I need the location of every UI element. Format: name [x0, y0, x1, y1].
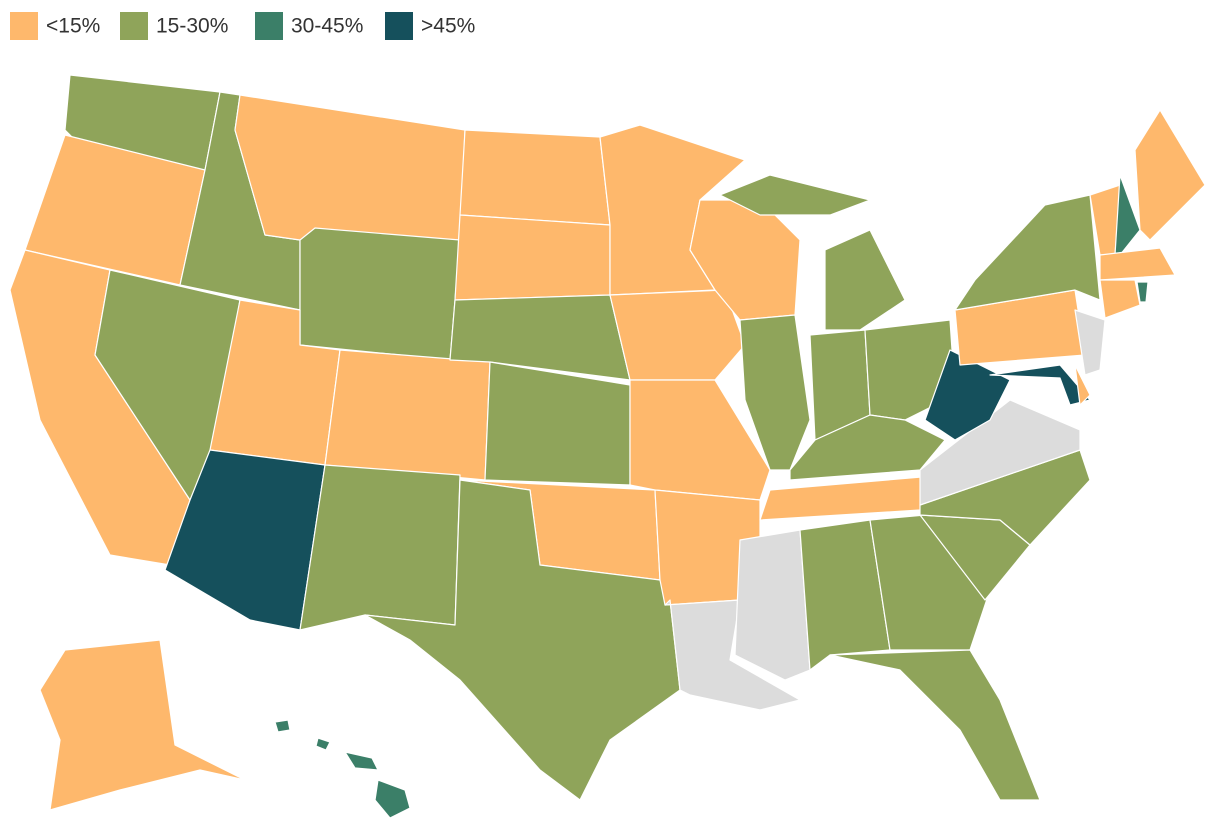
- state: [454, 214, 611, 301]
- state: [789, 414, 946, 481]
- state: [1099, 247, 1176, 281]
- legend-swatch: [385, 12, 413, 40]
- state: [954, 194, 1101, 311]
- states: [9, 74, 1206, 819]
- legend-swatch: [120, 12, 148, 40]
- legend: <15% 15-30% 30-45% >45%: [10, 12, 475, 40]
- state: [344, 751, 379, 771]
- state: [299, 464, 461, 631]
- state: [609, 289, 746, 381]
- legend-label: 30-45%: [291, 15, 363, 38]
- state: [1114, 174, 1141, 256]
- state: [759, 474, 946, 521]
- state: [719, 174, 871, 216]
- state: [274, 719, 291, 733]
- state: [1074, 364, 1091, 406]
- state: [869, 514, 991, 651]
- state: [459, 129, 611, 226]
- legend-swatch: [255, 12, 283, 40]
- state: [449, 294, 631, 381]
- state: [374, 779, 411, 819]
- state: [824, 229, 906, 331]
- state: [234, 94, 466, 241]
- state: [1136, 281, 1149, 303]
- state: [919, 399, 1081, 506]
- state: [484, 361, 631, 486]
- legend-label: >45%: [421, 15, 475, 38]
- state: [315, 737, 331, 751]
- legend-swatch: [10, 12, 38, 40]
- state: [829, 649, 1041, 801]
- legend-label: <15%: [46, 15, 100, 38]
- state: [299, 227, 461, 361]
- state: [364, 479, 681, 801]
- state: [39, 639, 246, 811]
- state: [1099, 279, 1141, 319]
- state: [1074, 309, 1106, 376]
- state: [324, 349, 491, 481]
- state: [1134, 109, 1206, 241]
- state: [734, 529, 811, 681]
- legend-label: 15-30%: [156, 15, 228, 38]
- state: [799, 519, 891, 671]
